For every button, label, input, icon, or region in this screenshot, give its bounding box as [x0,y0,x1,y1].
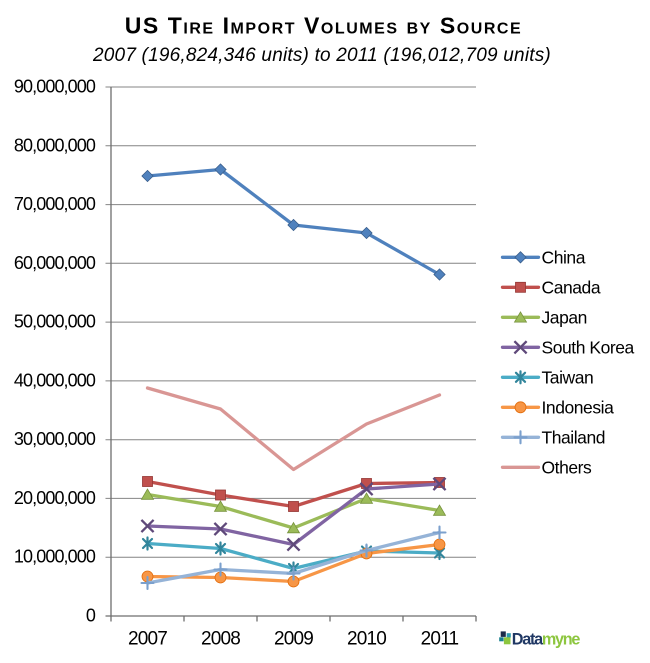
svg-text:Taiwan: Taiwan [542,368,594,388]
svg-text:South Korea: South Korea [542,338,635,358]
svg-text:2008: 2008 [201,629,240,650]
svg-text:Canada: Canada [542,278,601,298]
svg-text:2009: 2009 [274,629,313,650]
svg-text:2010: 2010 [347,629,386,650]
svg-text:0: 0 [86,606,96,626]
svg-text:80,000,000: 80,000,000 [14,135,96,155]
svg-text:20,000,000: 20,000,000 [14,488,96,508]
svg-text:70,000,000: 70,000,000 [14,194,96,214]
svg-text:Thailand: Thailand [542,428,606,448]
svg-text:30,000,000: 30,000,000 [14,429,96,449]
svg-text:90,000,000: 90,000,000 [14,77,96,97]
svg-text:60,000,000: 60,000,000 [14,253,96,273]
svg-text:2007: 2007 [128,629,167,650]
svg-text:40,000,000: 40,000,000 [14,370,96,390]
svg-text:US Tire Import Volumes by Sour: US Tire Import Volumes by Source [125,13,523,39]
svg-text:Indonesia: Indonesia [542,398,615,418]
svg-text:2011: 2011 [421,629,459,650]
svg-text:50,000,000: 50,000,000 [14,312,96,332]
svg-text:China: China [542,248,586,268]
svg-text:10,000,000: 10,000,000 [14,547,96,567]
svg-text:Others: Others [542,458,593,478]
svg-text:Datamyne: Datamyne [512,631,581,649]
svg-text:2007 (196,824,346 units) to 20: 2007 (196,824,346 units) to 2011 (196,01… [92,45,551,66]
svg-text:Japan: Japan [542,308,587,328]
